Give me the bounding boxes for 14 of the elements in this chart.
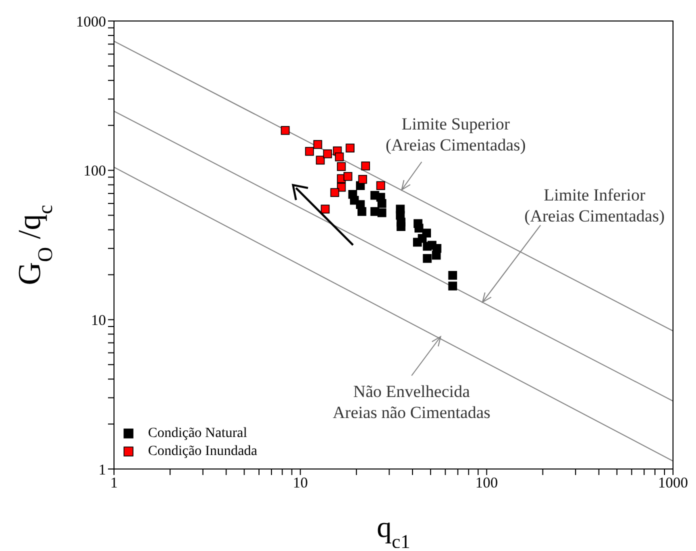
annotation: Não Envelhecida Areias não Cimentadas: [332, 382, 490, 422]
x-axis-title: q$_{c1}$: [376, 511, 410, 551]
legend-label: Condição Natural: [148, 426, 248, 442]
x-tick-label: 100: [475, 476, 498, 492]
x-tick-label: 1: [110, 476, 118, 492]
y-tick-label: 100: [84, 164, 106, 180]
y-tick-label: 10: [91, 312, 106, 329]
y-tick-label: 1: [98, 462, 106, 478]
y-tick-label: 1000: [76, 14, 106, 30]
annotation: Limite Superior (Areias Cimentadas): [386, 114, 526, 154]
x-tick-label: 10: [292, 476, 308, 492]
legend-label: Condição Inundada: [148, 444, 258, 460]
x-tick-label: 1000: [658, 476, 688, 492]
annotation: Limite Inferior (Areias Cimentadas): [524, 186, 665, 226]
